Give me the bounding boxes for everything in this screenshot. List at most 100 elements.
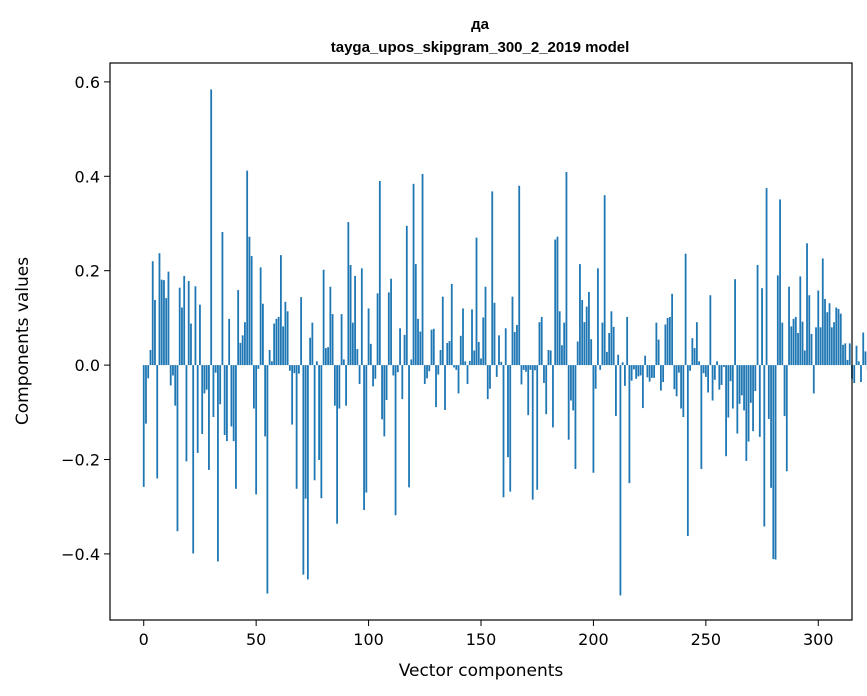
bar: [736, 365, 739, 434]
bar: [857, 361, 860, 366]
bar: [196, 365, 199, 453]
bar: [812, 365, 815, 394]
bar: [565, 172, 568, 366]
bar: [507, 365, 509, 458]
bar: [208, 365, 210, 470]
bar: [288, 365, 291, 371]
bar: [500, 361, 503, 366]
bar: [149, 350, 152, 366]
bar: [482, 317, 485, 366]
bar: [621, 362, 624, 366]
bar: [543, 365, 545, 384]
bar: [457, 365, 460, 394]
bar: [221, 231, 224, 366]
bar: [704, 365, 707, 377]
bar: [610, 311, 613, 366]
bar: [860, 365, 862, 383]
bar: [199, 304, 201, 366]
bar: [219, 365, 222, 405]
bar: [590, 339, 593, 366]
bar: [363, 365, 365, 511]
bar: [758, 365, 761, 437]
bar: [401, 365, 404, 400]
bar: [698, 361, 700, 366]
bar: [450, 283, 453, 366]
bar: [635, 365, 638, 379]
bar: [459, 335, 462, 366]
bar: [808, 295, 811, 366]
bar: [356, 349, 359, 366]
bar: [583, 322, 586, 366]
bar: [426, 365, 428, 379]
bar: [336, 365, 338, 524]
bar: [475, 237, 478, 366]
bar: [432, 328, 435, 366]
bar: [529, 365, 532, 370]
bar: [776, 275, 779, 366]
bar: [774, 365, 777, 560]
bar: [662, 365, 665, 383]
bar: [417, 318, 419, 366]
bar: [727, 365, 730, 418]
bar: [246, 170, 249, 366]
bar: [707, 365, 709, 393]
bar: [700, 365, 703, 469]
bar: [657, 339, 660, 366]
bar: [648, 365, 651, 382]
bar: [606, 351, 608, 366]
bar: [493, 302, 496, 366]
bar: [279, 255, 282, 366]
bar: [347, 222, 350, 366]
y-tick-label: −0.4: [61, 545, 100, 564]
bar: [693, 348, 696, 366]
bar: [830, 327, 833, 366]
bar: [558, 311, 561, 366]
bar: [695, 322, 698, 366]
bar: [394, 365, 397, 516]
bar: [819, 327, 822, 366]
bar: [702, 365, 705, 374]
bar: [538, 322, 541, 366]
bar: [520, 365, 523, 385]
bar: [837, 308, 840, 366]
bar: [824, 299, 826, 366]
bar: [439, 350, 442, 366]
bar: [650, 365, 653, 378]
bar: [284, 301, 287, 366]
bar: [250, 256, 253, 366]
bar: [713, 365, 716, 380]
bar: [210, 89, 213, 366]
bar: [345, 365, 347, 406]
bar: [282, 326, 285, 366]
y-axis-label: Components values: [13, 257, 33, 425]
bar: [444, 365, 446, 410]
bar: [552, 365, 554, 428]
bar: [826, 312, 829, 366]
bar: [309, 337, 312, 366]
bar: [169, 365, 172, 386]
bar: [333, 365, 336, 406]
bar: [664, 324, 667, 366]
bar: [691, 338, 694, 366]
bar: [709, 295, 712, 366]
bar: [228, 318, 231, 366]
bar: [462, 308, 464, 366]
bar: [828, 303, 831, 366]
bar: [183, 275, 186, 366]
x-tick-label: 250: [691, 630, 722, 649]
bar: [226, 365, 228, 442]
bar: [320, 365, 323, 499]
bar: [630, 365, 633, 381]
bar: [387, 292, 390, 366]
bar: [549, 350, 552, 366]
bar: [437, 365, 440, 375]
bar: [275, 318, 278, 366]
bar: [484, 286, 487, 366]
bar: [567, 365, 570, 440]
bar: [435, 365, 437, 408]
bar: [603, 195, 606, 366]
bar: [716, 361, 718, 366]
bar: [801, 321, 804, 366]
bar: [453, 365, 455, 368]
x-tick-label: 150: [466, 630, 497, 649]
